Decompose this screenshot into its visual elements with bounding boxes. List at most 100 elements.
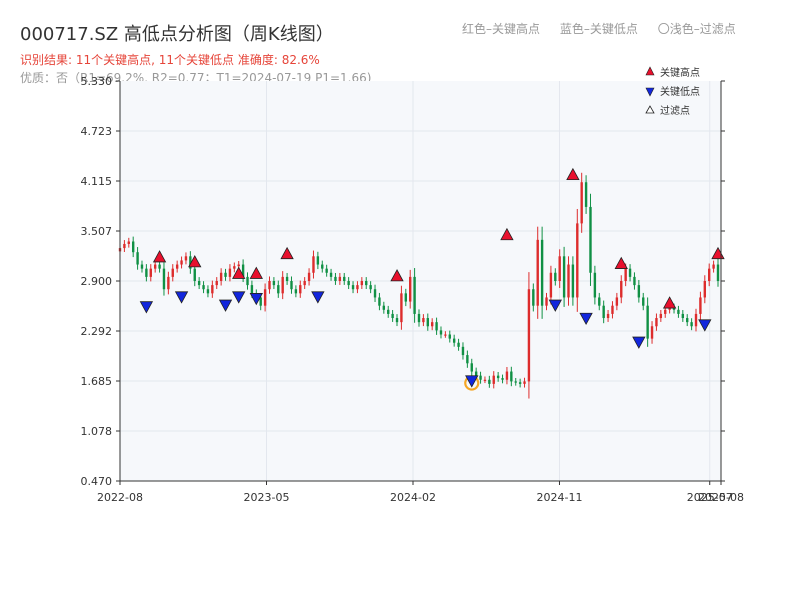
candle-body <box>518 382 522 384</box>
candle-body <box>598 297 601 306</box>
key-low-marker <box>218 299 233 312</box>
candle-body <box>435 322 438 331</box>
candle-body <box>334 276 337 281</box>
candle-body <box>628 268 632 277</box>
key-high-marker <box>662 296 677 309</box>
candles <box>118 172 720 399</box>
candle-body <box>259 297 262 306</box>
x-tick-label: 2022-08 <box>97 491 143 504</box>
x-tick-label: 2023-05 <box>244 491 290 504</box>
candle-body <box>290 281 293 290</box>
candle-body <box>703 281 707 298</box>
candle-body <box>136 252 139 265</box>
candle-body <box>606 313 610 319</box>
header-legend-blue: 蓝色–关键低点 <box>559 22 638 36</box>
candle-body <box>272 281 276 286</box>
key-low-marker <box>465 375 479 388</box>
candle-body <box>716 264 720 281</box>
markers <box>139 167 725 391</box>
candle-body <box>677 309 680 314</box>
candle-body <box>532 289 535 306</box>
key-high-marker <box>390 269 404 282</box>
candle-body <box>409 276 412 302</box>
y-tick-label: 3.507 <box>81 225 113 238</box>
candle-body <box>624 268 627 281</box>
header-legend: 红色–关键高点 蓝色–关键低点 〇浅色–过滤点 <box>462 20 752 37</box>
candle-body <box>633 276 636 286</box>
candle-body <box>488 379 491 384</box>
x-tick-label: 2025-08 <box>698 491 744 504</box>
key-low-marker <box>698 319 712 332</box>
candle-body <box>365 281 368 286</box>
candle-body <box>171 268 174 277</box>
candle-body <box>708 268 711 281</box>
candle-body <box>197 281 201 286</box>
candle-body <box>316 256 320 265</box>
candle-body <box>664 309 667 314</box>
candle-body <box>545 297 548 306</box>
key-low-marker <box>249 293 263 306</box>
candle-body <box>219 272 223 281</box>
candle-body <box>140 264 144 269</box>
candle-body <box>294 289 298 294</box>
candle-body <box>422 318 425 323</box>
candle-body <box>567 264 570 298</box>
candle-body <box>558 256 561 281</box>
candle-body <box>571 264 575 298</box>
candle-body <box>439 330 443 335</box>
candle-body <box>268 281 271 290</box>
candle-body <box>589 206 592 273</box>
candle-body <box>681 313 685 319</box>
candle-body <box>505 371 509 380</box>
candle-body <box>167 276 170 290</box>
candle-body <box>131 241 135 253</box>
result-summary: 识别结果: 11个关键高点, 11个关键低点 准确度: 82.6% <box>20 53 320 67</box>
candle-body <box>523 381 526 384</box>
y-tick-label: 2.292 <box>81 325 113 338</box>
candle-body <box>360 281 364 286</box>
candle-body <box>540 239 544 306</box>
candle-body <box>391 313 394 319</box>
candle-body <box>483 379 487 381</box>
candle-body <box>650 326 654 339</box>
candle-body <box>206 289 210 294</box>
candle-body <box>554 272 557 281</box>
candle-body <box>356 285 359 290</box>
candle-body <box>193 268 196 281</box>
candle-body <box>646 305 649 339</box>
legend-swatch-filtered <box>645 105 655 114</box>
candle-body <box>250 285 254 294</box>
candle-body <box>228 268 232 277</box>
candle-body <box>189 256 192 269</box>
candle-body <box>211 285 214 294</box>
candle-body <box>145 268 148 277</box>
candle-body <box>215 281 218 286</box>
key-high-marker <box>500 227 514 241</box>
candle-body <box>668 307 671 310</box>
key-high-marker <box>188 255 202 268</box>
candle-body <box>395 318 399 323</box>
candle-body <box>127 241 130 244</box>
candle-body <box>263 289 267 306</box>
candle-body <box>184 256 188 261</box>
candle-body <box>343 276 346 281</box>
legend-swatch-low <box>645 87 655 97</box>
candle-body <box>404 293 408 302</box>
candle-body <box>312 256 315 273</box>
candle-body <box>470 363 473 372</box>
legend-swatch-high <box>645 66 655 76</box>
candle-body <box>615 297 619 306</box>
page-title: 000717.SZ 高低点分析图（周K线图） <box>20 24 334 45</box>
header-legend-red: 红色–关键高点 <box>462 22 541 36</box>
candle-body <box>642 297 645 306</box>
candle-body <box>400 293 403 323</box>
x-tick-label: 2025-07 <box>687 491 733 504</box>
y-tick-label: 5.330 <box>81 75 113 88</box>
legend-label: 过滤点 <box>660 104 690 117</box>
candle-body <box>149 268 152 277</box>
candle-body <box>246 276 249 286</box>
key-high-marker <box>232 266 246 279</box>
candle-body <box>153 264 157 269</box>
candle-body <box>580 182 583 224</box>
